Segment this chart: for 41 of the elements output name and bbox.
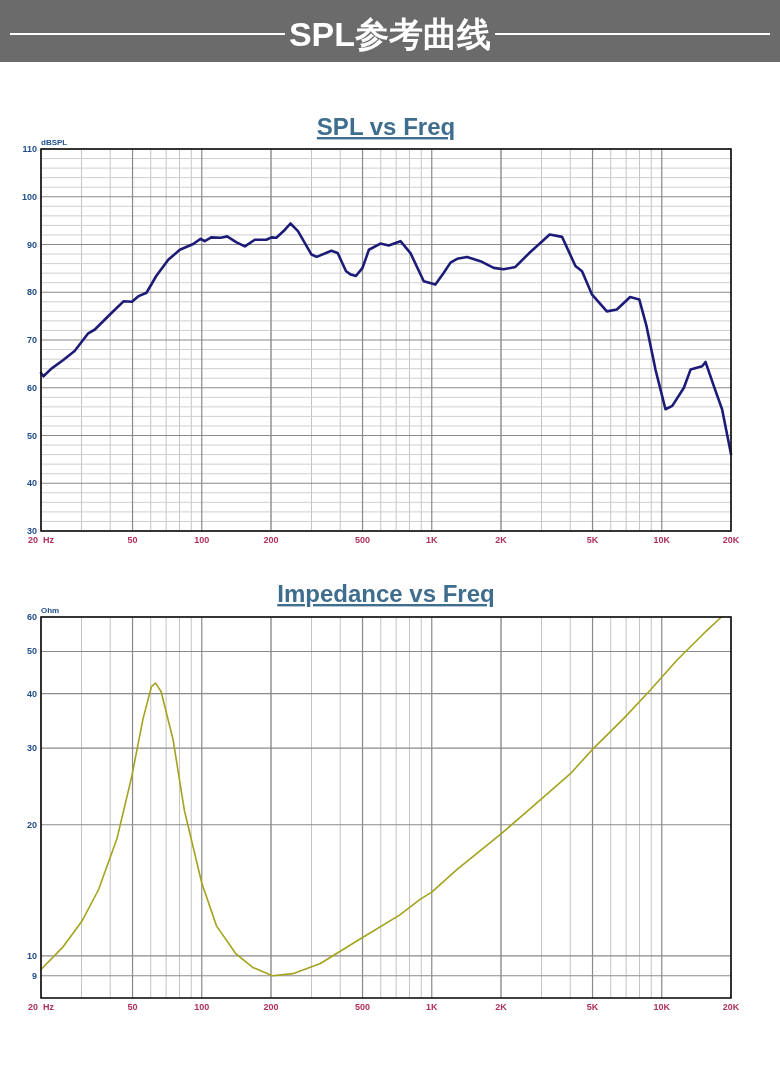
y-tick-label: 100 [21, 191, 37, 202]
y-tick-label: 110 [22, 144, 37, 154]
x-tick-label: 200 [263, 1002, 279, 1012]
y-tick-label: 90 [26, 239, 37, 250]
x-tick-label: 200 [263, 535, 279, 545]
chart-title: Impedance vs Freq [277, 580, 495, 607]
x-tick-label: 500 [355, 535, 371, 545]
y-axis-title: dBSPL [41, 138, 68, 147]
x-tick-label: 20K [722, 535, 740, 545]
y-tick-label: 9 [31, 970, 37, 981]
chart-title: SPL vs Freq [316, 113, 456, 140]
y-tick-label: 30 [26, 526, 37, 536]
y-tick-label: 60 [26, 612, 37, 622]
x-tick-label: 50 [127, 535, 138, 545]
text: SPL参考曲线 [288, 15, 492, 53]
y-tick-label: 30 [26, 743, 37, 754]
x-tick-label: 5K [586, 1002, 599, 1012]
x-tick-label: 5K [586, 535, 599, 545]
x-tick-label: 1K [426, 1002, 439, 1012]
x-tick-label: 100 [194, 535, 210, 545]
y-tick-label: 50 [26, 430, 37, 441]
y-tick-label: 80 [26, 287, 37, 298]
y-tick-label: 40 [26, 478, 37, 489]
y-tick-label: 20 [26, 819, 37, 830]
y-tick-label: 70 [26, 335, 37, 345]
x-tick-label: 20 Hz [27, 535, 55, 545]
x-tick-label: 2K [495, 535, 508, 545]
x-tick-label: 2K [495, 1002, 508, 1012]
x-tick-label: 1K [426, 535, 439, 545]
y-tick-label: 60 [26, 382, 37, 393]
x-tick-label: 10K [653, 1002, 671, 1012]
x-tick-label: 10K [653, 535, 671, 545]
x-tick-label: 20K [722, 1002, 740, 1012]
x-tick-label: 50 [127, 1002, 138, 1012]
y-tick-label: 40 [26, 688, 37, 699]
y-axis-title: Ohm [41, 606, 60, 615]
y-tick-label: 50 [26, 646, 37, 657]
x-tick-label: 100 [194, 1002, 210, 1012]
x-tick-label: 500 [355, 1002, 371, 1012]
x-tick-label: 20 Hz [27, 1002, 55, 1012]
y-tick-label: 10 [26, 950, 37, 961]
